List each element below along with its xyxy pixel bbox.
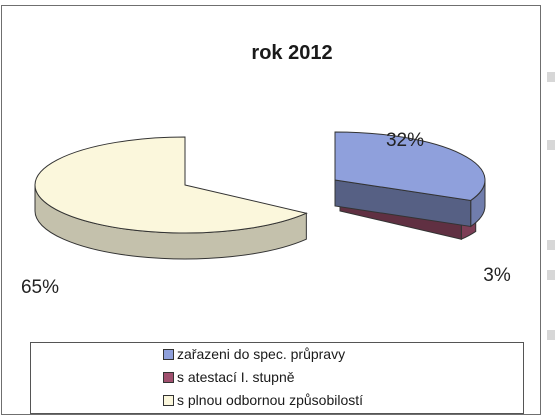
legend-item-spec: zařazeni do spec. průpravy — [163, 346, 345, 362]
legend: zařazeni do spec. průpravy s atestací I.… — [30, 342, 524, 414]
edge-mark — [547, 240, 555, 250]
pie-slice — [334, 131, 486, 201]
data-label: 32% — [386, 130, 424, 151]
legend-item-atestace: s atestací I. stupně — [163, 369, 295, 385]
chart-title: rok 2012 — [251, 42, 333, 64]
legend-label-atestace: s atestací I. stupně — [177, 369, 295, 385]
legend-item-plna: s plnou odbornou způsobilostí — [163, 392, 363, 408]
legend-swatch-plna — [163, 394, 174, 406]
data-label: 65% — [21, 277, 59, 298]
data-label: 3% — [483, 265, 511, 286]
edge-mark — [547, 72, 555, 82]
legend-label-spec: zařazeni do spec. průpravy — [177, 346, 346, 362]
edge-mark — [547, 330, 555, 340]
legend-label-plna: s plnou odbornou způsobilostí — [177, 392, 364, 408]
pie-slice — [34, 136, 308, 234]
edge-mark — [547, 140, 555, 150]
legend-swatch-spec — [163, 348, 174, 360]
legend-swatch-atestace — [163, 371, 174, 383]
edge-mark — [547, 270, 555, 280]
